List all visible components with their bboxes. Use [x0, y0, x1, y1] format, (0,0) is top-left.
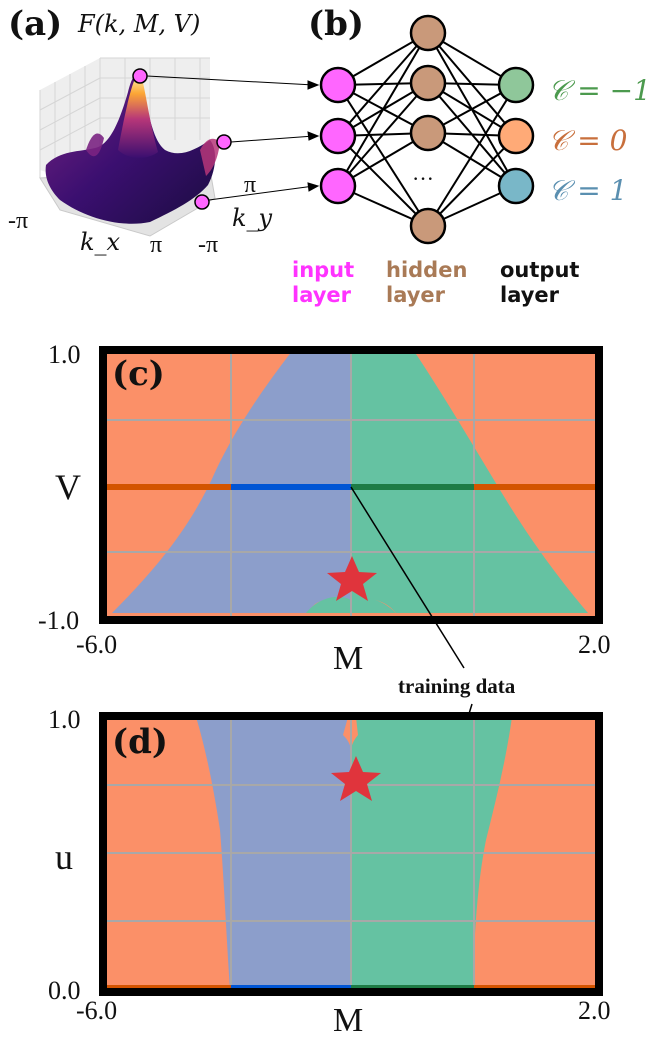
hidden-ellipsis: ··· — [412, 166, 434, 191]
edge-input-hidden — [337, 32, 429, 187]
panel-a-function-label: F(k, M, V) — [78, 10, 201, 38]
axis-x-max: π — [150, 232, 163, 258]
sample-point-3 — [194, 194, 210, 210]
input-layer-line1: input — [292, 258, 355, 282]
output-node — [497, 167, 535, 205]
panel-c-x-label: M — [333, 640, 364, 677]
hidden-node — [409, 207, 447, 245]
panel-d-label: (d) — [112, 722, 168, 762]
output-label-c1: 𝒞 = 1 — [548, 174, 628, 207]
hidden-layer-line1: hidden — [386, 258, 468, 282]
axis-y-min: -π — [198, 232, 219, 258]
edge-input-hidden — [337, 135, 429, 227]
region-cm1-c — [351, 351, 588, 613]
panel-c-y-top: 1.0 — [48, 340, 81, 369]
hidden-node — [409, 114, 447, 152]
input-layer-line2: layer — [292, 283, 352, 307]
surface-peak — [118, 72, 158, 158]
output-label-c0: 𝒞 = 0 — [548, 124, 628, 157]
hidden-layer-line2: layer — [386, 283, 446, 307]
hidden-node — [409, 14, 447, 52]
panel-d-y-top: 1.0 — [48, 705, 81, 734]
panel-c-x-left: -6.0 — [76, 630, 118, 659]
training-data-annotation: training data — [398, 674, 516, 698]
input-layer-label: input layer — [292, 258, 354, 308]
output-layer-label: output layer — [500, 258, 579, 308]
panel-b-label: (b) — [308, 4, 364, 44]
output-node — [497, 117, 535, 155]
star-marker-d — [331, 756, 381, 801]
panel-d-x-left: -6.0 — [76, 996, 118, 1025]
output-layer-line2: layer — [500, 283, 560, 307]
input-node — [319, 66, 357, 104]
output-layer-line1: output — [500, 258, 580, 282]
input-node — [319, 167, 357, 205]
panel-d-y-bottom: 0.0 — [48, 976, 81, 1005]
axis-x-label: k_x — [80, 228, 121, 256]
panel-a-label: (a) — [8, 4, 63, 44]
output-node — [497, 66, 535, 104]
star-marker-c — [327, 556, 377, 601]
output-label-cm1: 𝒞 = −1 — [548, 74, 651, 107]
edge-hidden-output — [427, 84, 517, 227]
panel-d-x-label: M — [333, 1002, 364, 1039]
edge-hidden-output — [427, 135, 517, 227]
input-arrows — [146, 75, 320, 201]
axis-y-label: k_y — [232, 204, 273, 232]
edge-input-hidden — [337, 32, 429, 137]
panel-c-y-label: V — [55, 467, 81, 507]
panel-c-x-right: 2.0 — [578, 630, 611, 659]
panel-c-label: (c) — [112, 354, 165, 394]
hidden-layer-label: hidden layer — [386, 258, 467, 308]
input-node — [319, 117, 357, 155]
panel-d-y-label: u — [55, 837, 73, 877]
network-nodes — [319, 14, 535, 245]
edge-input-hidden — [337, 82, 429, 187]
edge-input-hidden — [337, 84, 429, 227]
axis-x-min: -π — [8, 208, 29, 234]
panel-c-y-bottom: -1.0 — [38, 606, 80, 635]
hidden-node — [409, 64, 447, 102]
axis-y-max: π — [244, 172, 257, 198]
panel-d-x-right: 2.0 — [578, 996, 611, 1025]
